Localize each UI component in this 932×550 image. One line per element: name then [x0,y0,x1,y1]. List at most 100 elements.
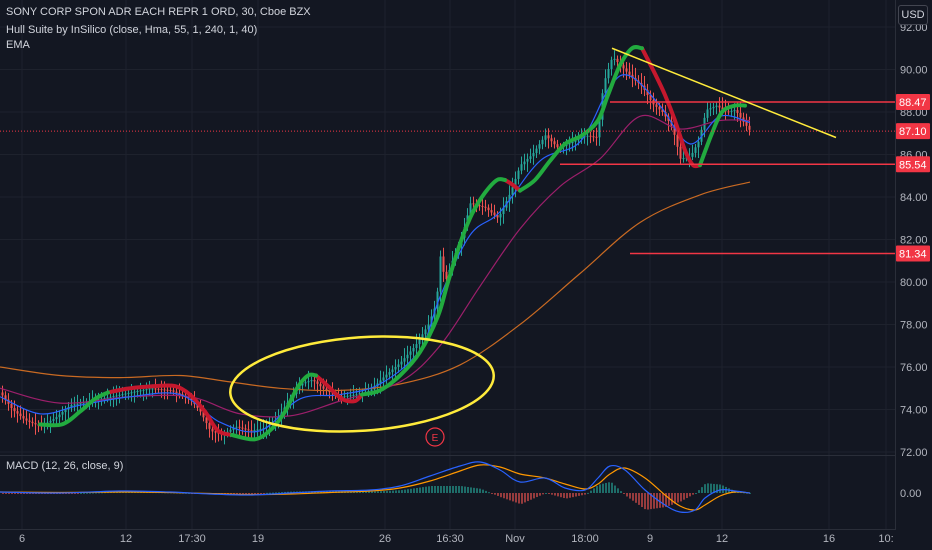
macd-zero-label: 0.00 [900,488,921,500]
macd-bar [422,487,424,493]
level-tag-88.47-bg [896,94,930,111]
macd-bar [89,492,91,494]
macd-bar [38,493,40,494]
macd-bar [479,488,481,493]
macd-bar [566,493,568,499]
candle-body [709,108,712,110]
level-tag-81.34: 81.34 [899,249,927,261]
macd-bar [551,493,553,495]
candle-body [523,161,526,165]
macd-bar [236,493,238,494]
macd-bar [719,484,721,493]
currency-button[interactable]: USD [898,5,928,25]
candle-body [547,135,550,139]
candle-body [472,203,475,205]
candle-body [166,389,169,391]
trendline [611,47,837,139]
ema-mid-line [0,114,751,418]
macd-bar [608,482,610,493]
x-tick-label: 17:30 [178,533,206,545]
macd-bar [77,493,79,494]
candle-body [616,58,619,63]
macd-bar [257,493,259,494]
symbol-title[interactable]: SONY CORP SPON ADR EACH REPR 1 ORD, 30, … [6,6,311,18]
candle-body [673,125,676,135]
macd-bar [578,493,580,496]
candle-body [436,291,439,309]
candle-body [172,390,175,392]
candle-body [25,418,28,421]
candle-body [613,58,616,60]
macd-bar [689,493,691,497]
candle-body [397,364,400,367]
hull-suite-legend[interactable]: Hull Suite by InSilico (close, Hma, 55, … [6,24,258,36]
macd-legend[interactable]: MACD (12, 26, close, 9) [6,460,124,472]
candle-body [484,206,487,208]
candle-body [142,389,145,391]
candle-body [259,428,262,430]
candle-body [496,214,499,218]
macd-lines [0,461,751,513]
macd-bar [704,484,706,493]
macd-bar [497,493,499,496]
macd-bar [71,493,73,494]
macd-bar [638,493,640,505]
macd-bar [272,492,274,494]
candle-body [604,78,607,94]
macd-bar [398,490,400,493]
candle-body [628,71,631,75]
candle-body [61,412,64,415]
candle-body [163,389,166,391]
hull-up-segment-3 [518,45,644,193]
candle-body [556,144,559,148]
macd-bar [512,493,514,502]
candle-body [250,430,253,432]
macd-bar [671,493,673,505]
macd-bar [431,486,433,493]
candle-body [268,425,271,427]
candle-body [391,369,394,373]
hull-up-segment-0 [38,390,110,428]
candle-body [358,393,361,395]
macd-bar [557,493,559,497]
macd-bar [407,489,409,493]
candle-body [322,386,325,389]
macd-bar [368,491,370,493]
macd-bar [650,493,652,510]
x-tick-label: 16:30 [436,533,464,545]
price-candles [1,50,751,445]
macd-bar [233,493,235,494]
macd-bar [428,486,430,493]
macd-bar [548,493,550,494]
drawings[interactable]: E [0,47,895,447]
candle-body [22,416,25,419]
candle-body [82,402,85,404]
candle-body [625,68,628,72]
ema-legend[interactable]: EMA [6,39,30,51]
candle-body [253,430,256,432]
candle-body [541,139,544,145]
candle-body [529,156,532,159]
macd-bar [668,493,670,506]
candle-body [400,361,403,365]
macd-bar [560,493,562,498]
macd-bar [509,493,511,501]
candle-body [694,147,697,153]
candle-body [571,141,574,144]
macd-bar [680,493,682,502]
candle-body [208,423,211,429]
candle-body [706,109,709,118]
macd-bar [659,493,661,508]
candle-body [76,403,79,405]
macd-bar [611,482,613,493]
macd-bar [599,484,601,493]
candle-body [181,394,184,396]
candle-body [517,170,520,179]
candle-body [631,74,634,78]
macd-bar [269,492,271,494]
macd-bar [686,493,688,499]
macd-bar [518,493,520,504]
macd-bar [629,493,631,499]
candle-body [103,398,106,400]
